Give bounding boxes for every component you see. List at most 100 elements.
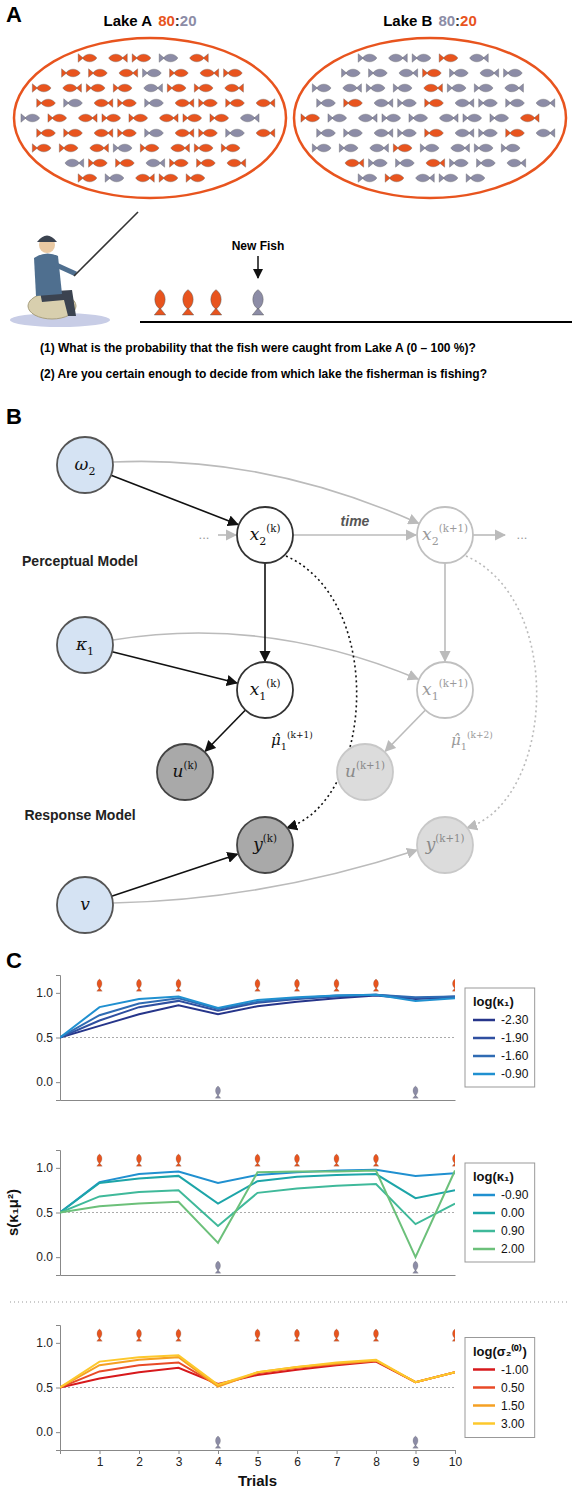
x-tick: 8 [373, 1450, 380, 1469]
legend-title: log(κ₁) [473, 1169, 514, 1184]
label-base: x [250, 524, 260, 544]
y-tick-label: 0.0 [36, 1250, 53, 1264]
y-tick-label: 0.5 [36, 1206, 53, 1220]
lake-fish [105, 174, 124, 183]
y-axis: 0.00.51.0 [36, 976, 60, 1101]
lake-fish [159, 54, 178, 63]
label-sup: (k) [266, 678, 280, 689]
lake-fish [477, 159, 496, 168]
lake-fish [240, 114, 259, 123]
x-tick-label: 6 [294, 1455, 301, 1469]
node [237, 662, 293, 718]
lake-fish [94, 129, 113, 138]
legend-label: -1.90 [501, 1031, 529, 1045]
lake-fish [145, 99, 164, 108]
y-tick-mark [56, 1432, 60, 1433]
reference-line [60, 1387, 455, 1388]
label-base: x [422, 679, 432, 699]
x-tick-label: 4 [215, 1455, 222, 1469]
edge [264, 563, 266, 661]
lake-fish [113, 144, 132, 153]
lake-fish [479, 99, 498, 108]
lake-fish [170, 69, 189, 78]
lake-fish [89, 69, 108, 78]
lake-fish [344, 129, 363, 138]
series-line [60, 1355, 455, 1387]
lake-fish [317, 99, 336, 108]
lake-fish [506, 129, 525, 138]
lake-fish [170, 159, 189, 168]
x-tick-mark [100, 1450, 101, 1454]
time-label: time [341, 513, 370, 529]
math-label: μ̂1(k+1) [271, 730, 313, 751]
lake-fish [399, 69, 418, 78]
y-tick: 1.0 [36, 1336, 60, 1350]
lake-fish [301, 114, 320, 123]
lake-fish [63, 84, 82, 93]
legend: log(κ₁)-0.900.000.902.00 [465, 1163, 535, 1262]
label-sub: 1 [281, 741, 287, 752]
y-tick-label: 0.5 [36, 1381, 53, 1395]
y-tick-mark [56, 1168, 60, 1169]
panel-letter: B [6, 404, 22, 429]
y-tick: 0.0 [36, 1425, 60, 1439]
y-axis: 0.00.51.0 [36, 1151, 60, 1276]
lake-title: Lake A80:20 [103, 12, 196, 29]
lake-fish [37, 129, 56, 138]
lake-fish [199, 129, 218, 138]
input-fish [334, 979, 340, 991]
arm [54, 264, 76, 274]
node [237, 507, 293, 563]
lake-fish [425, 99, 444, 108]
label-sup: (k+1) [439, 678, 468, 689]
edge [112, 652, 237, 683]
lake-fish [256, 99, 275, 108]
legend-box [465, 988, 535, 1087]
x-tick-label: 10 [449, 1455, 463, 1469]
lake-fish [389, 54, 408, 63]
input-fish [452, 979, 455, 991]
lake-fish [426, 159, 445, 168]
input-fish [373, 1154, 379, 1166]
time-edge [293, 534, 416, 536]
legend-label: -0.90 [501, 1067, 529, 1081]
axis-line [61, 1275, 456, 1276]
legend-label: -0.90 [501, 1188, 529, 1202]
lake-fish [466, 174, 485, 183]
legend-label: -1.00 [501, 1363, 529, 1377]
lake-fish [536, 99, 555, 108]
lake-fish [116, 159, 135, 168]
lake-fish [479, 129, 498, 138]
y-tick-label: 0.5 [36, 1031, 53, 1045]
y-tick-label: 1.0 [36, 986, 53, 1000]
x-tick-mark [455, 1450, 456, 1454]
series-line [60, 995, 455, 1038]
y-axis-title: s(κ₁μ²) [4, 1189, 21, 1236]
lake-fish [343, 84, 362, 93]
math-label: v [80, 894, 90, 914]
lake-fish [439, 174, 458, 183]
lake-fish [370, 144, 389, 153]
label-sub: 2 [432, 535, 439, 548]
caught-fish [182, 290, 194, 315]
lake-fish [59, 144, 78, 153]
input-fish [373, 1329, 379, 1341]
lake-fish [227, 159, 246, 168]
lake-fish [339, 144, 358, 153]
lake-fish [32, 84, 51, 93]
lake-fish [393, 84, 412, 93]
lake-fish [62, 69, 81, 78]
series-line [60, 996, 455, 1038]
x-tick: 4 [215, 1450, 222, 1469]
lake-fish [385, 174, 404, 183]
input-fish [294, 1329, 300, 1341]
y-tick-mark [56, 1388, 60, 1389]
label-sup: (k+1) [435, 833, 464, 844]
lake-fish [256, 129, 275, 138]
lake-count: 20 [460, 12, 477, 29]
lake-fish [190, 54, 209, 63]
x-tick-label: 7 [334, 1455, 341, 1469]
lake-fish [21, 114, 40, 123]
input-fish [294, 979, 300, 991]
lake-fish [194, 84, 213, 93]
